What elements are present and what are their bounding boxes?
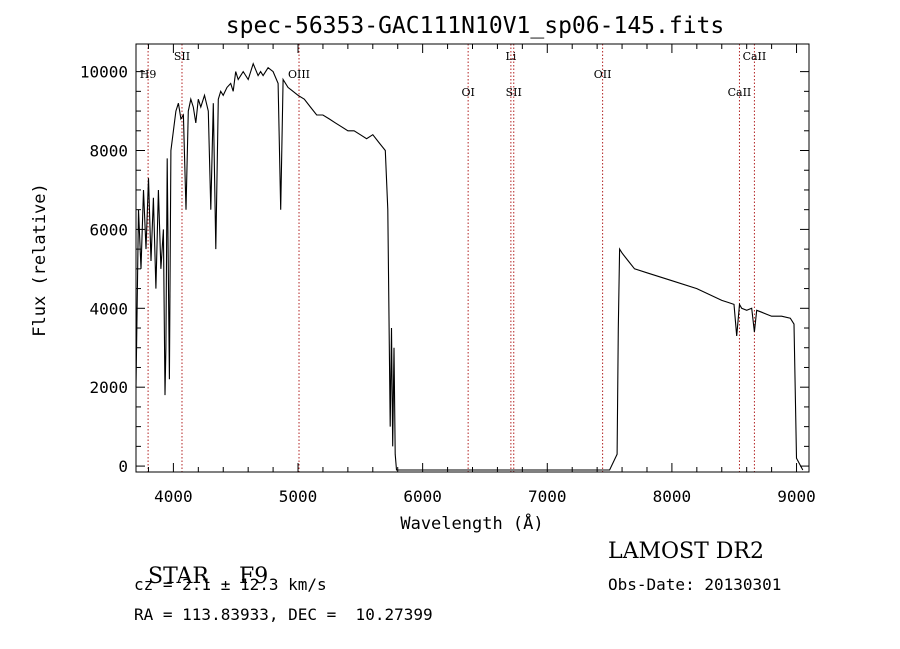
line-label: Li <box>505 50 516 63</box>
line-label: OI <box>461 86 474 99</box>
line-label: CaII <box>743 50 767 63</box>
subclass-label: F9 <box>239 564 269 589</box>
object-class: STAR F9 <box>134 539 268 589</box>
chart-title: spec-56353-GAC111N10V1_sp06-145.fits <box>226 13 725 39</box>
spectrum-line <box>135 62 804 471</box>
y-axis-label: Flux (relative) <box>30 183 50 337</box>
y-tick-label: 10000 <box>80 63 128 82</box>
line-label: OII <box>594 68 612 81</box>
y-tick-label: 0 <box>118 457 128 476</box>
y-tick-label: 6000 <box>89 220 128 239</box>
x-tick-label: 5000 <box>279 487 318 506</box>
radec-readout: RA = 113.83933, DEC = 10.27399 <box>134 605 433 624</box>
x-tick-label: 9000 <box>777 487 816 506</box>
class-label: STAR <box>148 564 209 589</box>
x-axis-label: Wavelength (Å) <box>400 512 543 534</box>
x-tick-label: 6000 <box>403 487 442 506</box>
line-label: CaII <box>728 86 752 99</box>
emission-line-markers: H9 SII OIII OI Li SII OII CaII CaII <box>140 44 766 472</box>
y-tick-label: 8000 <box>89 142 128 161</box>
line-label: SII <box>506 86 522 99</box>
x-tick-label: 7000 <box>528 487 567 506</box>
line-label: OIII <box>288 68 310 81</box>
y-tick-label: 4000 <box>89 299 128 318</box>
y-tick-label: 2000 <box>89 378 128 397</box>
plot-frame <box>135 43 810 473</box>
axis-ticks: 4000 5000 6000 7000 8000 9000 0 2000 4000 6000 800… <box>80 44 816 506</box>
x-tick-label: 4000 <box>154 487 193 506</box>
obs-date-readout: Obs-Date: 20130301 <box>608 575 782 594</box>
line-label: SII <box>174 50 190 63</box>
survey-label: LAMOST DR2 <box>608 539 764 564</box>
spectrum-series <box>135 62 804 471</box>
line-label: H9 <box>140 68 157 81</box>
x-tick-label: 8000 <box>653 487 692 506</box>
cz-readout: cz = 2.1 ± 12.3 km/s <box>134 575 327 594</box>
